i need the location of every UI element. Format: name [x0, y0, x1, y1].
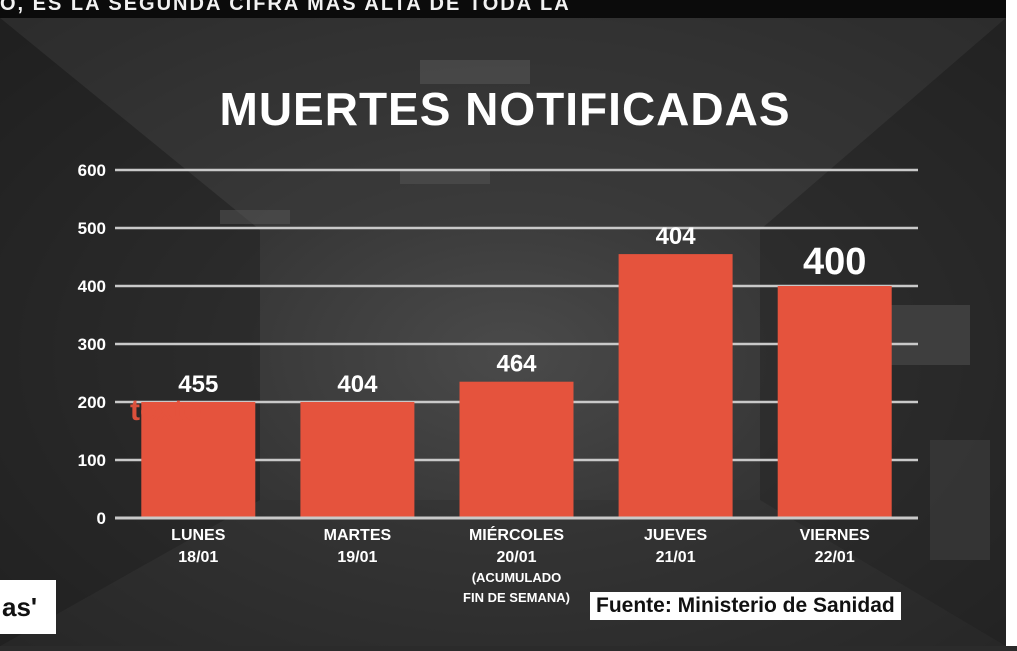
quote-fragment: as' [0, 580, 56, 634]
x-tick-label: JUEVES [644, 527, 707, 544]
x-tick-label: 21/01 [656, 549, 696, 566]
y-tick-label: 200 [78, 393, 106, 412]
source-label: Fuente: Ministerio de Sanidad [590, 592, 901, 620]
x-tick-label: (ACUMULADO [472, 570, 562, 585]
frame-edge [1006, 0, 1017, 646]
bar [141, 402, 256, 518]
y-tick-label: 500 [78, 219, 106, 238]
x-tick-label: 22/01 [815, 549, 855, 566]
x-tick-label: LUNES [171, 527, 226, 544]
data-label: 400 [803, 241, 866, 283]
y-tick-label: 100 [78, 451, 106, 470]
y-tick-label: 600 [78, 161, 106, 180]
chart-title: MUERTES NOTIFICADAS [219, 83, 791, 135]
y-tick-label: 0 [97, 509, 106, 528]
y-tick-label: 300 [78, 335, 106, 354]
x-tick-label: FIN DE SEMANA) [463, 590, 570, 605]
y-tick-label: 400 [78, 277, 106, 296]
x-tick-label: VIERNES [800, 527, 871, 544]
bar [300, 402, 415, 518]
data-label: 464 [496, 351, 537, 378]
x-tick-label: MARTES [324, 527, 392, 544]
data-label: 404 [337, 371, 378, 398]
overlay-text: texto [130, 394, 202, 427]
bar [777, 286, 892, 518]
x-tick-label: MIÉRCOLES [469, 525, 564, 544]
ticker-text: O, ES LA SEGUNDA CIFRA MÁS ALTA DE TODA … [0, 0, 571, 15]
bar [618, 254, 733, 518]
news-ticker: O, ES LA SEGUNDA CIFRA MÁS ALTA DE TODA … [0, 0, 1017, 18]
bar [459, 381, 574, 518]
data-label: 455 [178, 371, 218, 398]
x-tick-label: 20/01 [496, 549, 536, 566]
x-tick-label: 18/01 [178, 549, 218, 566]
data-label: 404 [656, 223, 697, 250]
x-tick-label: 19/01 [337, 549, 377, 566]
